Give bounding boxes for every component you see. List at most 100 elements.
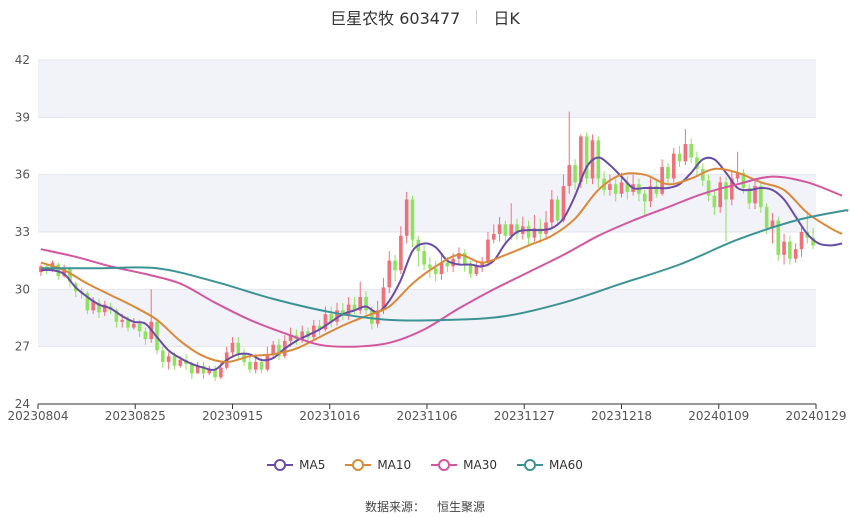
candle-body	[759, 186, 763, 208]
candle-body	[178, 360, 183, 366]
candle-body	[410, 199, 415, 240]
candle-body	[741, 172, 746, 189]
candle-body	[323, 314, 328, 330]
candle-body	[381, 287, 386, 311]
candle-body	[689, 144, 693, 158]
grid-band	[38, 289, 816, 347]
legend-item-ma10[interactable]: MA10	[345, 458, 411, 472]
candle-body	[544, 222, 548, 234]
legend-item-ma60[interactable]: MA60	[517, 458, 583, 472]
candle-body	[596, 140, 601, 179]
candle-body	[393, 260, 397, 271]
chart-title: 巨星农牧 603477	[330, 9, 461, 28]
candle-body	[97, 302, 101, 313]
candle-body	[265, 354, 270, 370]
candle-body	[172, 356, 177, 366]
candle-body	[462, 253, 467, 265]
candle-body	[288, 335, 293, 341]
legend-item-ma30[interactable]: MA30	[431, 458, 497, 472]
candle-body	[213, 369, 217, 378]
candle-body	[236, 342, 241, 355]
candle-body	[131, 323, 136, 328]
legend-swatch-ma10	[345, 459, 372, 471]
candle-body	[207, 369, 212, 374]
candle-body	[788, 241, 792, 259]
candle-body	[642, 193, 647, 202]
legend-label-ma10: MA10	[377, 458, 412, 472]
x-tick-label: 20231127	[494, 409, 555, 423]
y-tick-label: 33	[15, 225, 30, 239]
candle-body	[358, 296, 363, 311]
y-tick-label: 24	[15, 397, 30, 411]
candle-body	[509, 224, 513, 236]
candle-body	[764, 207, 769, 229]
candle-body	[230, 342, 235, 353]
candle-body	[613, 184, 618, 194]
grid-band	[38, 60, 816, 118]
candle-body	[793, 249, 798, 259]
candle-body	[811, 237, 815, 246]
y-tick-label: 36	[15, 168, 30, 182]
candle-body	[445, 262, 450, 267]
candle-body	[120, 319, 124, 322]
candle-body	[253, 361, 258, 370]
x-tick-label: 20240129	[785, 409, 846, 423]
x-tick-label: 20231218	[591, 409, 652, 423]
candle-body	[776, 220, 781, 255]
candle-body	[277, 344, 281, 357]
candle-body	[190, 363, 194, 374]
candle-body	[375, 310, 380, 324]
legend-label-ma5: MA5	[299, 458, 326, 472]
candle-body	[730, 178, 734, 200]
x-tick-label: 20240109	[688, 409, 749, 423]
candle-body	[718, 182, 723, 208]
y-tick-label: 39	[15, 110, 30, 124]
candle-body	[532, 228, 537, 238]
candle-body	[433, 268, 438, 275]
candle-body	[573, 165, 577, 183]
legend-label-ma30: MA30	[463, 458, 498, 472]
candle-body	[671, 153, 676, 179]
series-line-ma60	[40, 209, 849, 322]
candle-body	[648, 186, 653, 202]
candle-body	[555, 199, 560, 221]
grid-band	[38, 174, 816, 232]
candle-body	[747, 188, 752, 204]
chart-legend: MA5 MA10 MA30 MA60	[0, 458, 850, 472]
candle-body	[387, 260, 392, 288]
candle-body	[335, 310, 339, 322]
candle-body	[422, 251, 426, 265]
candle-body	[248, 361, 252, 370]
candle-body	[195, 365, 200, 374]
legend-label-ma60: MA60	[549, 458, 583, 472]
y-tick-label: 42	[15, 53, 30, 67]
candle-body	[439, 262, 444, 275]
candle-body	[753, 186, 757, 204]
candle-body	[480, 262, 484, 267]
candle-body	[700, 168, 705, 181]
candle-body	[68, 268, 72, 282]
candle-body	[526, 226, 531, 238]
candle-body	[329, 314, 334, 322]
legend-swatch-ma60	[517, 459, 544, 471]
candle-body	[201, 365, 206, 374]
candle-body	[166, 356, 171, 362]
candle-body	[364, 296, 368, 311]
candle-body	[712, 195, 717, 208]
candle-body	[161, 350, 165, 362]
legend-item-ma5[interactable]: MA5	[267, 458, 325, 472]
candle-body	[683, 144, 688, 162]
candle-body	[654, 186, 659, 194]
candle-body	[706, 180, 711, 196]
x-tick-label: 20231016	[299, 409, 360, 423]
x-tick-label: 20230825	[105, 409, 166, 423]
candle-body	[677, 153, 682, 162]
candle-body	[317, 325, 322, 330]
chart-title-bar: 巨星农牧 603477 日K	[0, 5, 850, 29]
candle-body	[468, 264, 473, 275]
candle-body	[579, 136, 583, 183]
series-line-ma5	[40, 156, 843, 371]
candle-body	[126, 319, 130, 328]
candle-body	[474, 266, 479, 275]
